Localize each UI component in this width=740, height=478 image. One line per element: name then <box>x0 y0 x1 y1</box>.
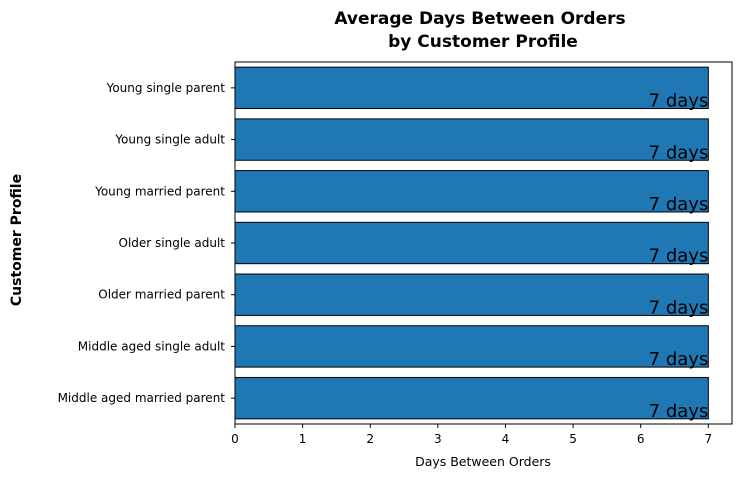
x-tick-label: 6 <box>637 432 645 446</box>
data-label: 7 days <box>649 246 709 267</box>
data-label: 7 days <box>649 349 709 370</box>
bar <box>234 118 709 161</box>
y-tick-label: Middle aged married parent <box>58 391 226 405</box>
chart-title-line-1: Average Days Between Orders <box>334 9 625 29</box>
x-tick-label: 0 <box>231 432 239 446</box>
x-tick-label: 4 <box>502 432 510 446</box>
data-label: 7 days <box>649 194 709 215</box>
x-tick-label: 2 <box>366 432 374 446</box>
bar <box>234 325 709 368</box>
y-tick-label: Young single adult <box>114 133 225 147</box>
x-axis-label: Days Between Orders <box>415 454 551 469</box>
bar <box>234 273 709 316</box>
y-tick-label: Older married parent <box>98 288 225 302</box>
x-tick-label: 3 <box>434 432 442 446</box>
data-label: 7 days <box>649 142 709 163</box>
chart-title-line-2: by Customer Profile <box>388 32 578 52</box>
bar <box>234 66 709 110</box>
plot-frame <box>234 61 733 425</box>
plot-area: Young single parent 7 days Young single ad… <box>58 61 733 446</box>
data-label: 7 days <box>649 91 709 112</box>
y-axis-label: Customer Profile <box>9 174 25 306</box>
bar <box>234 221 709 265</box>
y-tick-label: Young married parent <box>94 184 225 198</box>
y-tick-label: Middle aged single adult <box>78 339 225 353</box>
x-tick-label: 5 <box>569 432 577 446</box>
y-tick-label: Older single adult <box>119 236 226 250</box>
bar <box>234 376 709 420</box>
bar <box>234 170 709 213</box>
data-label: 7 days <box>649 401 709 422</box>
x-tick-label: 7 <box>705 432 713 446</box>
data-label: 7 days <box>649 297 709 318</box>
x-tick-label: 1 <box>299 432 307 446</box>
y-tick-label: Young single parent <box>106 81 226 95</box>
